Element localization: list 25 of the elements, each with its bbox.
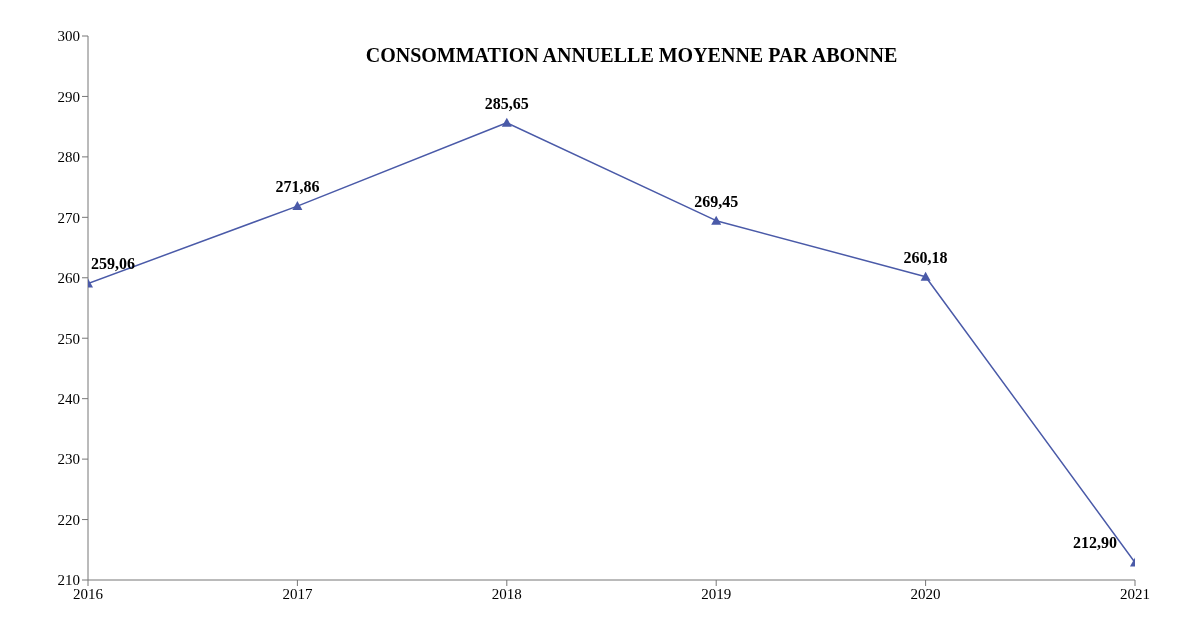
point xyxy=(292,201,303,211)
y-tick-label: 250 xyxy=(57,330,80,347)
y-tick-label: 290 xyxy=(57,88,80,105)
data-label: 260,18 xyxy=(903,248,948,266)
y-tick-label: 280 xyxy=(57,149,80,166)
y-tick-label: 260 xyxy=(57,270,80,287)
x-tick-label: 2017 xyxy=(282,585,313,602)
y-tick-label: 300 xyxy=(57,28,80,45)
data-label: 271,86 xyxy=(275,178,320,196)
chart-title: CONSOMMATION ANNUELLE MOYENNE PAR ABONNE xyxy=(364,44,899,67)
y-tick-label: 220 xyxy=(57,511,80,528)
point xyxy=(711,215,722,225)
y-tick-label: 270 xyxy=(57,209,80,226)
x-tick-label: 2019 xyxy=(701,585,732,602)
point xyxy=(920,271,931,281)
x-tick-label: 2020 xyxy=(910,585,941,602)
data-label: 212,90 xyxy=(1073,534,1117,552)
point xyxy=(501,117,512,127)
data-label: 259,06 xyxy=(91,255,135,273)
x-tick-label: 2021 xyxy=(1120,585,1150,602)
data-label: 269,45 xyxy=(694,192,739,210)
y-tick-label: 240 xyxy=(57,390,80,407)
x-tick-label: 2018 xyxy=(491,585,522,602)
y-tick-label: 230 xyxy=(57,451,80,468)
data-label: 285,65 xyxy=(484,94,529,112)
